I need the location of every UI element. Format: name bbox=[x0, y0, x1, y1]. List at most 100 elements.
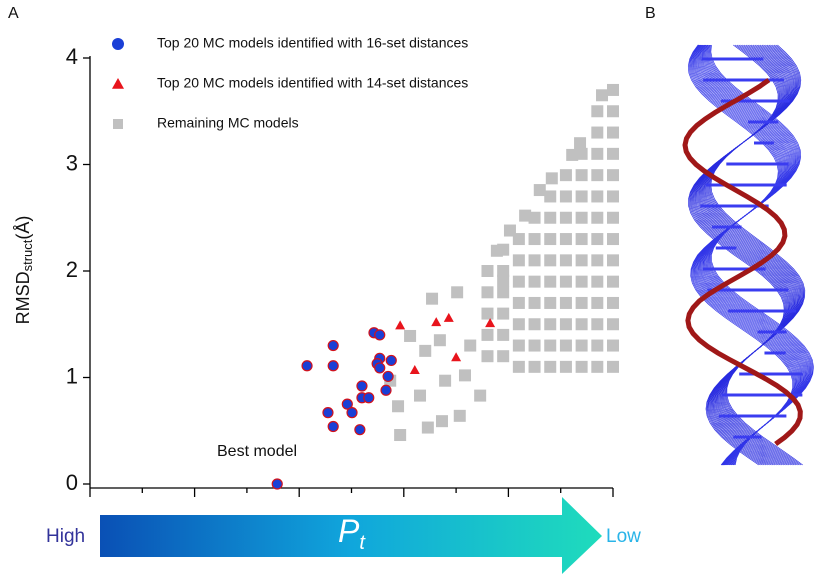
point-square bbox=[607, 212, 619, 224]
point-square bbox=[481, 308, 493, 320]
point-square bbox=[576, 276, 588, 288]
point-circle bbox=[386, 355, 396, 365]
point-square bbox=[560, 361, 572, 373]
point-circle bbox=[364, 393, 374, 403]
point-square bbox=[474, 390, 486, 402]
point-square bbox=[576, 297, 588, 309]
point-circle bbox=[302, 361, 312, 371]
molecule-image bbox=[685, 45, 814, 465]
point-square bbox=[591, 190, 603, 202]
point-square bbox=[481, 329, 493, 341]
point-square bbox=[560, 254, 572, 266]
point-square bbox=[513, 340, 525, 352]
symbol: P bbox=[338, 513, 360, 549]
legend-label: Remaining MC models bbox=[157, 115, 299, 131]
point-square bbox=[576, 233, 588, 245]
point-circle bbox=[272, 479, 282, 489]
point-square bbox=[513, 297, 525, 309]
point-square bbox=[607, 361, 619, 373]
point-square bbox=[544, 254, 556, 266]
point-square bbox=[607, 148, 619, 160]
point-square bbox=[422, 422, 434, 434]
point-square bbox=[591, 148, 603, 160]
point-square bbox=[591, 233, 603, 245]
point-square bbox=[591, 212, 603, 224]
point-circle bbox=[383, 371, 393, 381]
point-square bbox=[436, 415, 448, 427]
point-circle bbox=[323, 408, 333, 418]
arrow-right-label: Low bbox=[606, 526, 641, 547]
figure: A B RMSDstruct(Å) Best model High Low Pt… bbox=[0, 0, 821, 574]
point-square bbox=[607, 127, 619, 139]
y-axis-label: RMSDstruct(Å) bbox=[13, 216, 36, 325]
point-square bbox=[544, 212, 556, 224]
point-square bbox=[591, 254, 603, 266]
point-square bbox=[607, 318, 619, 330]
point-square bbox=[607, 340, 619, 352]
point-square bbox=[607, 276, 619, 288]
point-square bbox=[464, 340, 476, 352]
point-square bbox=[607, 190, 619, 202]
point-square bbox=[560, 318, 572, 330]
point-square bbox=[576, 190, 588, 202]
legend-marker bbox=[112, 38, 124, 50]
y-tick-label: 4 bbox=[66, 44, 78, 69]
point-triangle bbox=[444, 313, 454, 322]
point-square bbox=[392, 400, 404, 412]
point-square bbox=[560, 233, 572, 245]
point-square bbox=[513, 254, 525, 266]
point-square bbox=[454, 410, 466, 422]
legend-marker bbox=[113, 119, 123, 129]
point-circle bbox=[357, 381, 367, 391]
point-square bbox=[513, 361, 525, 373]
y-tick-label: 1 bbox=[66, 363, 78, 388]
panel-label: A bbox=[8, 5, 19, 22]
point-square bbox=[529, 233, 541, 245]
point-square bbox=[544, 297, 556, 309]
y-label-unit: (Å) bbox=[13, 216, 33, 240]
point-square bbox=[546, 172, 558, 184]
point-square bbox=[459, 369, 471, 381]
point-square bbox=[481, 286, 493, 298]
point-square bbox=[529, 254, 541, 266]
point-circle bbox=[328, 341, 338, 351]
point-square bbox=[529, 361, 541, 373]
point-square bbox=[607, 233, 619, 245]
point-square bbox=[560, 340, 572, 352]
point-square bbox=[576, 148, 588, 160]
point-square bbox=[607, 254, 619, 266]
gradient-arrow: High Low Pt bbox=[46, 497, 641, 574]
point-circle bbox=[375, 363, 385, 373]
point-square bbox=[574, 137, 586, 149]
point-square bbox=[591, 169, 603, 181]
point-circle bbox=[355, 425, 365, 435]
point-circle bbox=[381, 385, 391, 395]
point-square bbox=[576, 361, 588, 373]
point-square bbox=[544, 233, 556, 245]
point-square bbox=[560, 190, 572, 202]
point-square bbox=[560, 297, 572, 309]
point-square bbox=[544, 340, 556, 352]
point-square bbox=[513, 233, 525, 245]
point-square bbox=[451, 286, 463, 298]
y-tick-label: 2 bbox=[66, 257, 78, 282]
point-square bbox=[591, 318, 603, 330]
y-tick-label: 0 bbox=[66, 470, 78, 495]
point-square bbox=[534, 184, 546, 196]
point-square bbox=[426, 293, 438, 305]
point-square bbox=[607, 84, 619, 96]
y-label-main: RMSD bbox=[13, 271, 33, 324]
point-circle bbox=[328, 361, 338, 371]
point-square bbox=[560, 212, 572, 224]
y-tick-label: 3 bbox=[66, 150, 78, 175]
point-square bbox=[529, 340, 541, 352]
point-square bbox=[544, 276, 556, 288]
y-label-sub: struct bbox=[20, 239, 35, 271]
point-circle bbox=[347, 408, 357, 418]
point-square bbox=[607, 169, 619, 181]
point-triangle bbox=[410, 365, 420, 374]
point-circle bbox=[328, 421, 338, 431]
point-square bbox=[497, 329, 509, 341]
point-square bbox=[591, 297, 603, 309]
point-square bbox=[576, 318, 588, 330]
